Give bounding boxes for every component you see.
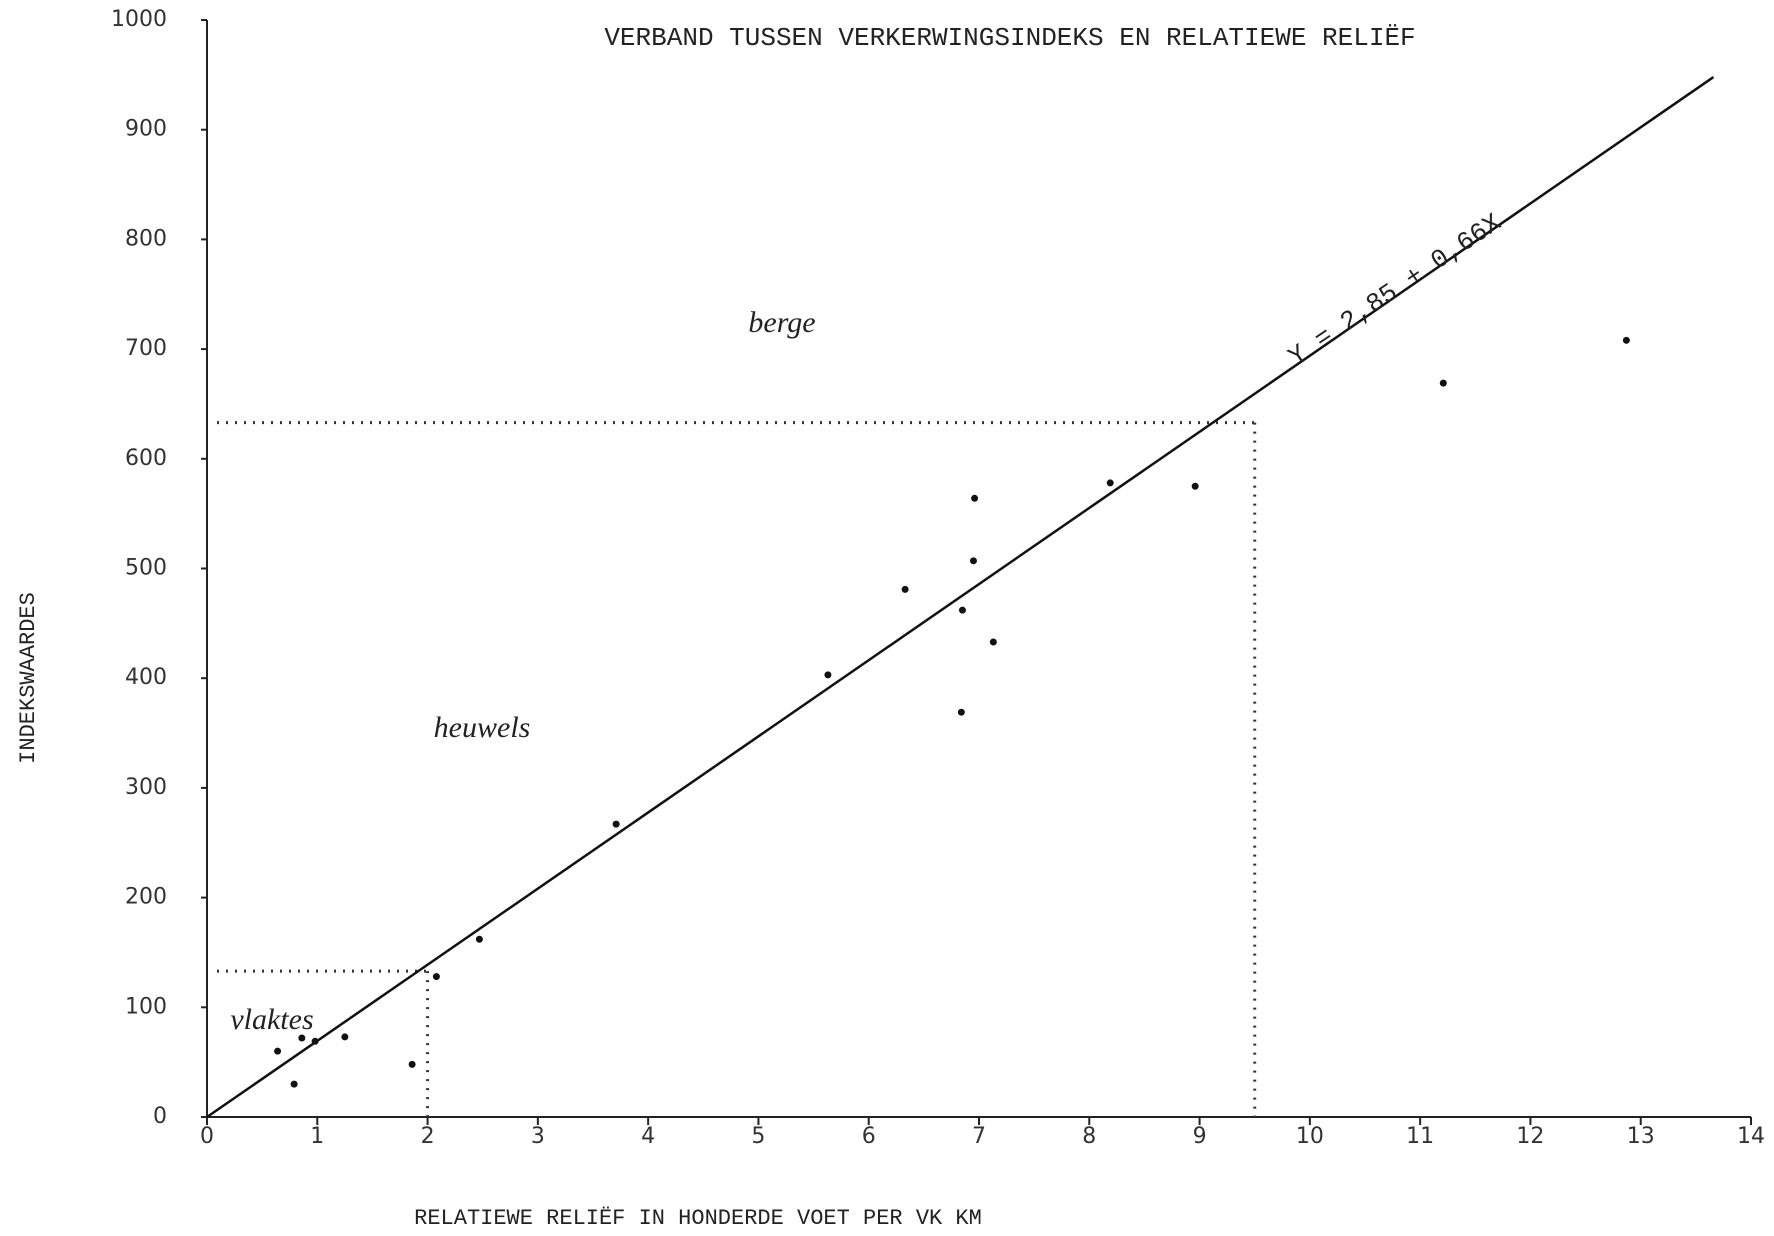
x-tick-label: 3 <box>531 1124 545 1149</box>
data-point <box>432 973 440 981</box>
x-tick-label: 7 <box>972 1124 986 1149</box>
y-tick-label: 100 <box>125 994 167 1019</box>
data-point <box>958 606 966 614</box>
y-tick-label: 0 <box>153 1104 167 1129</box>
x-tick-label: 14 <box>1737 1124 1765 1149</box>
data-point <box>290 1080 298 1088</box>
x-tick-label: 11 <box>1406 1124 1434 1149</box>
x-tick-label: 9 <box>1193 1124 1207 1149</box>
x-tick-label: 1 <box>310 1124 324 1149</box>
data-point <box>298 1034 306 1042</box>
data-point <box>274 1047 282 1055</box>
data-point <box>341 1033 349 1041</box>
x-tick-label: 13 <box>1627 1124 1655 1149</box>
data-point <box>1439 379 1447 387</box>
y-axis-label: INDEKSWAARDES <box>16 592 41 764</box>
data-point <box>1191 482 1199 490</box>
data-point <box>311 1037 319 1045</box>
y-tick-label: 1000 <box>111 7 167 32</box>
y-tick-label: 800 <box>125 226 167 251</box>
data-point <box>957 708 965 716</box>
x-tick-label: 12 <box>1516 1124 1544 1149</box>
x-tick-label: 2 <box>421 1124 435 1149</box>
y-tick-label: 200 <box>125 885 167 910</box>
x-tick-label: 0 <box>200 1124 214 1149</box>
x-tick-label: 5 <box>751 1124 765 1149</box>
x-tick-label: 10 <box>1296 1124 1324 1149</box>
x-tick-label: 8 <box>1082 1124 1096 1149</box>
data-point <box>1106 479 1114 487</box>
y-tick-label: 900 <box>125 117 167 142</box>
data-point <box>408 1060 416 1068</box>
data-point <box>969 557 977 565</box>
regression-label: Y = 2,85 + 0,66X <box>1283 207 1507 372</box>
region-label: vlaktes <box>230 1003 313 1036</box>
region-label: heuwels <box>434 711 531 744</box>
y-tick-label: 500 <box>125 556 167 581</box>
data-point <box>971 494 979 502</box>
data-point <box>475 935 483 943</box>
data-point <box>612 820 620 828</box>
data-point <box>901 585 909 593</box>
data-point <box>824 671 832 679</box>
data-point <box>989 638 997 646</box>
y-tick-label: 600 <box>125 446 167 471</box>
chart-title: VERBAND TUSSEN VERKERWINGSINDEKS EN RELA… <box>604 23 1415 53</box>
data-point <box>1622 336 1630 344</box>
x-tick-label: 4 <box>641 1124 655 1149</box>
y-tick-label: 400 <box>125 665 167 690</box>
x-axis-label: RELATIEWE RELIËF IN HONDERDE VOET PER VK… <box>414 1206 982 1231</box>
x-tick-label: 6 <box>862 1124 876 1149</box>
region-label: berge <box>748 306 815 339</box>
y-tick-label: 700 <box>125 336 167 361</box>
y-tick-label: 300 <box>125 775 167 800</box>
regression-line <box>206 76 1715 1119</box>
